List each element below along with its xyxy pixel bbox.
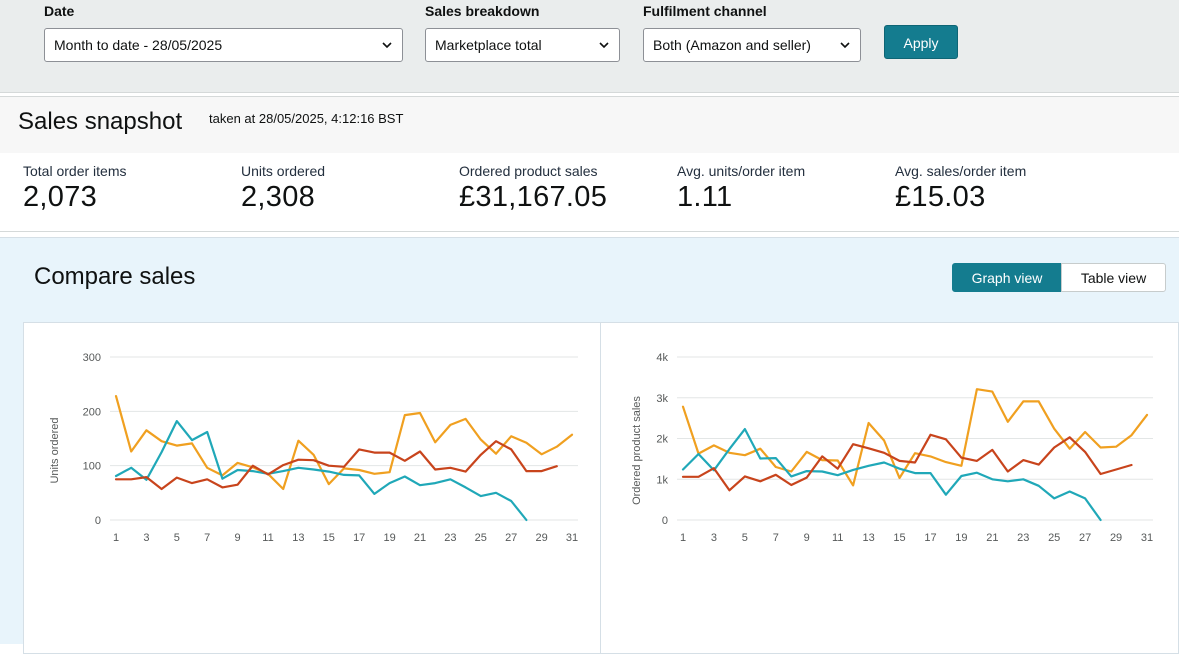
- metric-avg-units-per-order-item: Avg. units/order item 1.11: [677, 163, 805, 214]
- y-tick-label: 3k: [656, 393, 668, 405]
- x-tick-label: 17: [353, 532, 365, 544]
- y-tick-label: 2k: [656, 434, 668, 446]
- x-tick-label: 19: [955, 532, 967, 544]
- x-tick-label: 3: [711, 532, 717, 544]
- chevron-down-icon: [599, 42, 609, 49]
- y-tick-label: 0: [662, 515, 668, 527]
- x-tick-label: 25: [475, 532, 487, 544]
- y-tick-label: 4k: [656, 352, 668, 364]
- metric-avg-sales-per-order-item: Avg. sales/order item £15.03: [895, 163, 1026, 214]
- y-tick-label: 200: [83, 406, 101, 418]
- x-tick-label: 15: [323, 532, 335, 544]
- x-tick-label: 15: [893, 532, 905, 544]
- filter-bar: Date Month to date - 28/05/2025 Sales br…: [0, 0, 1179, 93]
- snapshot-timestamp: taken at 28/05/2025, 4:12:16 BST: [209, 111, 404, 126]
- metric-label: Avg. units/order item: [677, 163, 806, 179]
- x-tick-label: 23: [1017, 532, 1029, 544]
- y-axis-label: Units ordered: [49, 417, 61, 483]
- metric-value: 1.11: [677, 181, 733, 213]
- x-tick-label: 5: [742, 532, 748, 544]
- sales-snapshot-header: Sales snapshot taken at 28/05/2025, 4:12…: [0, 96, 1179, 154]
- channel-select-value: Both (Amazon and seller): [653, 37, 811, 53]
- series-line-orange: [114, 395, 574, 491]
- y-tick-label: 0: [95, 515, 101, 527]
- x-tick-label: 9: [804, 532, 810, 544]
- metric-value: £31,167.05: [459, 181, 608, 213]
- x-tick-label: 1: [680, 532, 686, 544]
- x-tick-label: 13: [862, 532, 874, 544]
- apply-button[interactable]: Apply: [884, 25, 958, 59]
- snapshot-metrics: Total order items 2,073 Units ordered 2,…: [0, 153, 1179, 232]
- breakdown-select[interactable]: Marketplace total: [425, 28, 620, 62]
- y-tick-label: 100: [83, 461, 101, 473]
- x-tick-label: 31: [566, 532, 578, 544]
- chevron-down-icon: [840, 42, 850, 49]
- y-tick-label: 300: [83, 352, 101, 364]
- x-tick-label: 9: [235, 532, 241, 544]
- metric-value: 2,308: [241, 181, 316, 213]
- graph-view-button[interactable]: Graph view: [952, 263, 1062, 292]
- metric-units-ordered: Units ordered 2,308: [241, 163, 325, 214]
- x-tick-label: 25: [1048, 532, 1060, 544]
- metric-value: £15.03: [895, 181, 986, 213]
- series-line-red: [114, 440, 558, 491]
- series-line-teal: [114, 420, 528, 522]
- compare-sales-section: Compare sales Graph view Table view 0 100…: [0, 237, 1179, 654]
- units-ordered-chart-panel: 0 100 200 300 1 3 5 7 9 11 13 15 17 19 21 23 25 27 29 31 Uni…: [23, 322, 602, 654]
- x-tick-label: 31: [1141, 532, 1153, 544]
- breakdown-filter-label: Sales breakdown: [425, 3, 540, 19]
- chevron-down-icon: [382, 42, 392, 49]
- series-line-teal: [681, 428, 1102, 522]
- metric-total-order-items: Total order items 2,073: [23, 163, 126, 214]
- x-tick-label: 27: [1079, 532, 1091, 544]
- metric-label: Ordered product sales: [459, 163, 598, 179]
- metric-value: 2,073: [23, 181, 98, 213]
- date-select-value: Month to date - 28/05/2025: [54, 37, 223, 53]
- x-tick-label: 7: [773, 532, 779, 544]
- table-view-button[interactable]: Table view: [1061, 263, 1166, 292]
- x-tick-label: 19: [383, 532, 395, 544]
- x-tick-label: 3: [143, 532, 149, 544]
- y-axis-label: Ordered product sales: [631, 396, 643, 505]
- series-line-orange: [681, 388, 1149, 487]
- x-tick-label: 5: [174, 532, 180, 544]
- breakdown-select-value: Marketplace total: [435, 37, 542, 53]
- x-tick-label: 7: [204, 532, 210, 544]
- y-tick-label: 1k: [656, 474, 668, 486]
- x-tick-label: 21: [986, 532, 998, 544]
- x-tick-label: 29: [1110, 532, 1122, 544]
- metric-label: Avg. sales/order item: [895, 163, 1027, 179]
- x-tick-label: 11: [262, 532, 273, 544]
- metric-ordered-product-sales: Ordered product sales £31,167.05: [459, 163, 607, 214]
- x-tick-label: 21: [414, 532, 426, 544]
- x-tick-label: 13: [292, 532, 304, 544]
- series-line-red: [681, 433, 1133, 492]
- x-tick-label: 17: [924, 532, 936, 544]
- x-tick-label: 23: [444, 532, 456, 544]
- ordered-product-sales-chart-panel: 0 1k 2k 3k 4k 1 3 5 7 9 11 13 15 17 19 21 23 25 27 29 31 Orde…: [600, 322, 1179, 654]
- metric-label: Units ordered: [241, 163, 326, 179]
- x-tick-label: 27: [505, 532, 517, 544]
- channel-select[interactable]: Both (Amazon and seller): [643, 28, 861, 62]
- date-filter-label: Date: [44, 3, 75, 19]
- channel-filter-label: Fulfilment channel: [643, 3, 767, 19]
- compare-sales-title: Compare sales: [34, 263, 196, 290]
- x-tick-label: 29: [535, 532, 547, 544]
- x-tick-label: 1: [113, 532, 119, 544]
- date-select[interactable]: Month to date - 28/05/2025: [44, 28, 403, 62]
- metric-label: Total order items: [23, 163, 127, 179]
- x-tick-label: 11: [832, 532, 843, 544]
- snapshot-title: Sales snapshot: [18, 108, 183, 135]
